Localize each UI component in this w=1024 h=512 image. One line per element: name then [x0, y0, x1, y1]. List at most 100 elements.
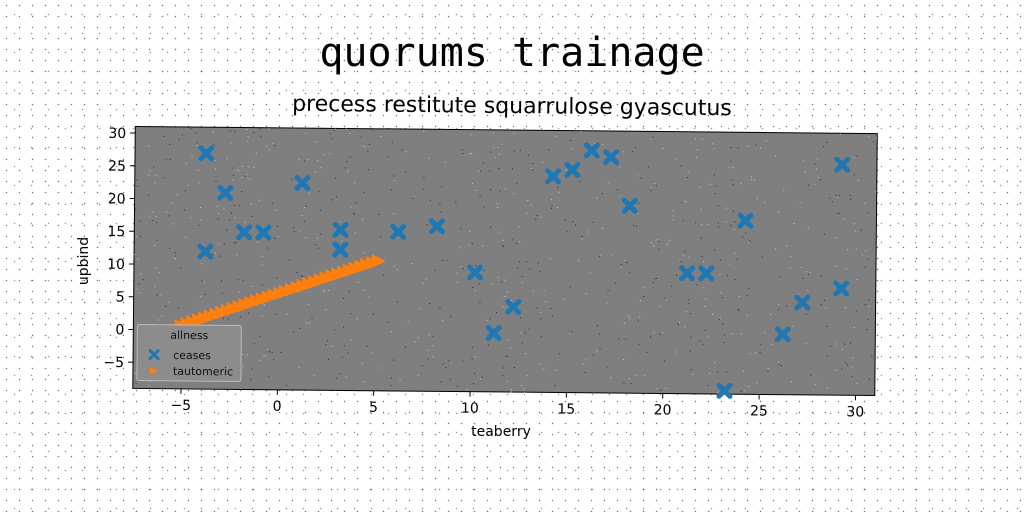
noise-speck	[253, 131, 255, 133]
noise-speck	[440, 211, 442, 213]
noise-speck	[456, 272, 458, 274]
noise-speck	[268, 149, 270, 151]
noise-speck	[148, 384, 150, 386]
noise-speck	[155, 215, 157, 217]
noise-speck	[799, 202, 801, 204]
noise-speck	[841, 368, 843, 370]
noise-speck	[137, 186, 139, 188]
noise-speck	[204, 281, 206, 283]
noise-speck	[174, 252, 176, 254]
noise-speck	[140, 273, 142, 275]
noise-speck	[627, 315, 629, 317]
noise-speck	[510, 347, 512, 349]
noise-speck	[854, 230, 856, 232]
noise-speck	[421, 365, 423, 367]
noise-speck	[622, 151, 624, 153]
noise-speck	[558, 353, 560, 355]
noise-speck	[247, 141, 249, 143]
noise-speck	[361, 362, 363, 364]
noise-speck	[502, 306, 504, 308]
noise-speck	[348, 290, 350, 292]
noise-speck	[823, 146, 825, 148]
noise-speck	[172, 223, 174, 225]
noise-speck	[201, 280, 203, 282]
noise-speck	[696, 149, 698, 151]
noise-speck	[331, 345, 333, 347]
noise-speck	[521, 275, 523, 277]
noise-speck	[298, 159, 300, 161]
noise-speck	[792, 325, 794, 327]
noise-speck	[497, 146, 499, 148]
noise-speck	[215, 181, 217, 183]
noise-speck	[846, 364, 848, 366]
noise-speck	[423, 188, 425, 190]
noise-speck	[239, 316, 241, 318]
noise-speck	[504, 279, 506, 281]
noise-speck	[483, 270, 485, 272]
noise-speck	[223, 243, 225, 245]
noise-speck	[333, 329, 335, 331]
noise-speck	[755, 352, 757, 354]
noise-speck	[856, 310, 858, 312]
noise-speck	[414, 341, 416, 343]
noise-speck	[853, 223, 855, 225]
noise-speck	[363, 145, 365, 147]
noise-speck	[540, 318, 542, 320]
noise-speck	[658, 248, 660, 250]
noise-speck	[230, 212, 232, 214]
noise-speck	[344, 167, 346, 169]
noise-speck	[651, 137, 653, 139]
noise-speck	[723, 334, 725, 336]
noise-speck	[475, 189, 477, 191]
noise-speck	[478, 283, 480, 285]
noise-speck	[328, 289, 330, 292]
noise-speck	[786, 245, 788, 247]
noise-speck	[390, 331, 392, 333]
noise-speck	[387, 156, 389, 158]
noise-speck	[396, 301, 398, 303]
noise-speck	[179, 267, 182, 269]
noise-speck	[532, 290, 534, 292]
noise-speck	[702, 343, 704, 345]
noise-speck	[341, 240, 343, 242]
noise-speck	[585, 359, 587, 361]
noise-speck	[493, 147, 495, 149]
noise-speck	[715, 185, 717, 187]
noise-speck	[241, 353, 243, 355]
noise-speck	[519, 241, 521, 243]
data-point	[716, 382, 733, 399]
noise-speck	[596, 350, 598, 352]
noise-speck	[688, 256, 690, 258]
noise-speck	[761, 256, 763, 258]
noise-speck	[536, 214, 538, 216]
noise-speck	[232, 174, 234, 176]
noise-speck	[759, 147, 762, 149]
noise-speck	[830, 345, 832, 347]
noise-speck	[267, 348, 269, 350]
noise-speck	[212, 131, 214, 133]
x-tick-label: 30	[846, 404, 864, 420]
noise-speck	[303, 220, 305, 222]
noise-speck	[246, 354, 248, 356]
noise-speck	[540, 312, 542, 314]
noise-speck	[579, 181, 581, 183]
noise-speck	[168, 301, 170, 303]
noise-speck	[736, 258, 738, 260]
noise-speck	[853, 156, 855, 158]
x-tick-label: 25	[750, 403, 768, 419]
noise-speck	[412, 197, 414, 199]
noise-speck	[149, 170, 151, 172]
noise-speck	[529, 268, 531, 270]
noise-speck	[756, 198, 758, 200]
x-tick-label: 15	[557, 402, 575, 418]
noise-speck	[320, 167, 322, 169]
noise-speck	[572, 221, 574, 223]
noise-speck	[718, 318, 720, 320]
noise-speck	[156, 222, 158, 224]
noise-speck	[658, 241, 660, 243]
noise-speck	[308, 304, 310, 306]
series-tautomeric	[174, 254, 386, 333]
noise-speck	[442, 319, 444, 321]
noise-speck	[746, 314, 748, 316]
noise-speck	[200, 219, 202, 221]
